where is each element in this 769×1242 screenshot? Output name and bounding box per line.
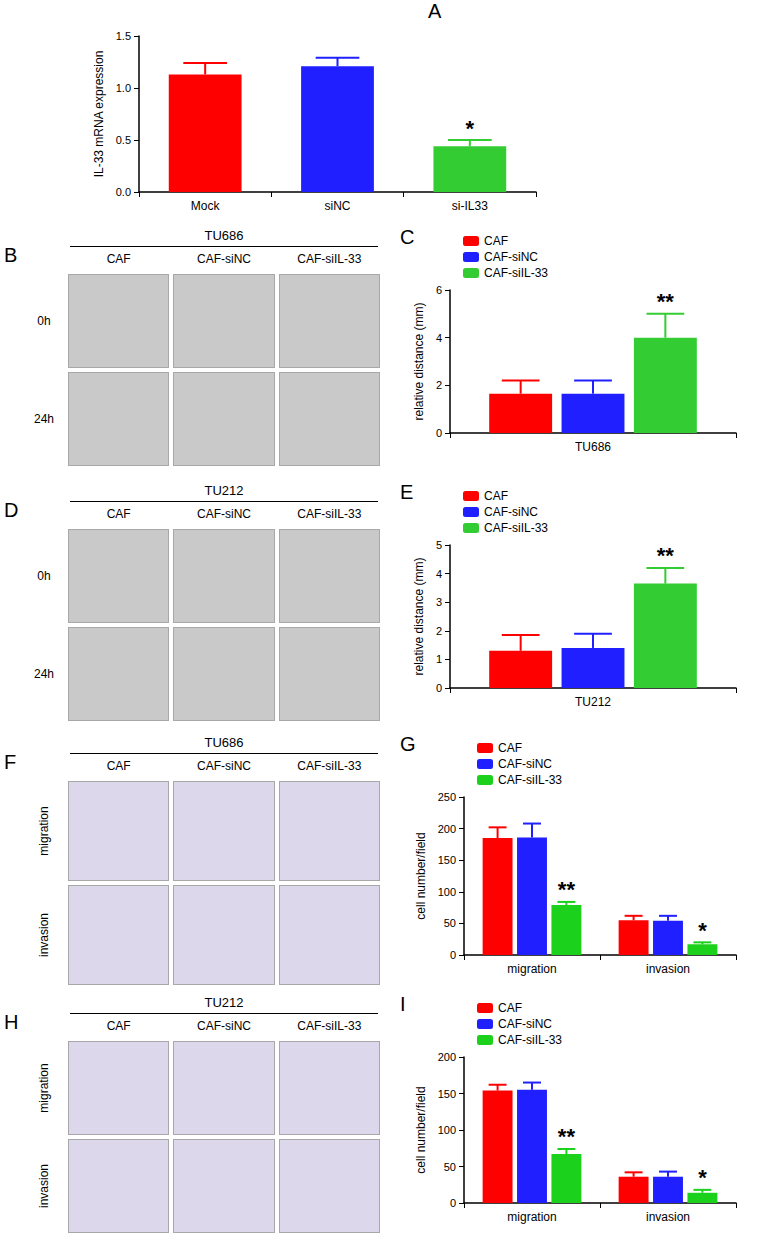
svg-text:1.5: 1.5 [116, 30, 131, 42]
svg-text:CAF-siIL-33: CAF-siIL-33 [484, 266, 548, 280]
html-text:TU686: TU686 [204, 735, 244, 750]
svg-text:0.5: 0.5 [116, 134, 131, 146]
html-text:CAF-siNC: CAF-siNC [197, 252, 251, 266]
svg-text:50: 50 [444, 1161, 456, 1173]
html-text:CAF-siIL-33: CAF-siIL-33 [297, 507, 362, 521]
html-text:CAF-siNC: CAF-siNC [197, 759, 251, 773]
html-text:A: A [428, 0, 442, 22]
svg-text:siNC: siNC [325, 199, 351, 213]
svg-text:CAF: CAF [484, 234, 508, 248]
html-text:migration: migration [37, 806, 51, 856]
svg-text:CAF: CAF [498, 1001, 522, 1015]
svg-text:CAF: CAF [484, 489, 508, 503]
svg-text:2: 2 [436, 625, 442, 637]
html-text:0h: 0h [37, 314, 51, 328]
svg-text:1: 1 [436, 653, 442, 665]
svg-text:migration: migration [507, 962, 556, 976]
svg-text:CAF: CAF [498, 741, 522, 755]
svg-text:migration: migration [507, 1210, 556, 1224]
svg-text:CAF-siNC: CAF-siNC [484, 505, 538, 519]
svg-text:CAF-siIL-33: CAF-siIL-33 [498, 1033, 562, 1047]
html-text:CAF: CAF [106, 507, 131, 521]
svg-text:**: ** [657, 289, 675, 314]
html-text:H: H [4, 1011, 19, 1033]
svg-text:2: 2 [436, 379, 442, 391]
svg-text:CAF-siNC: CAF-siNC [484, 250, 538, 264]
html-text:E: E [400, 481, 414, 503]
svg-text:3: 3 [436, 596, 442, 608]
svg-text:150: 150 [438, 854, 456, 866]
svg-text:*: * [466, 116, 475, 141]
html-text:G: G [400, 733, 416, 755]
html-text:B: B [4, 244, 18, 266]
html-text:C: C [400, 226, 415, 248]
svg-text:**: ** [558, 1124, 576, 1149]
svg-text:CAF-siNC: CAF-siNC [498, 757, 552, 771]
svg-text:CAF-siNC: CAF-siNC [498, 1017, 552, 1031]
html-text:0h: 0h [37, 569, 51, 583]
svg-text:1.0: 1.0 [116, 82, 131, 94]
svg-text:0: 0 [436, 682, 442, 694]
html-text:CAF: CAF [106, 252, 131, 266]
html-text:CAF-siIL-33: CAF-siIL-33 [297, 759, 362, 773]
html-text:F: F [4, 751, 17, 773]
svg-text:CAF-siIL-33: CAF-siIL-33 [484, 521, 548, 535]
svg-text:200: 200 [438, 823, 456, 835]
html-text:CAF-siIL-33: CAF-siIL-33 [297, 1019, 362, 1033]
svg-text:relative distance (mm): relative distance (mm) [412, 557, 426, 675]
svg-text:**: ** [657, 543, 675, 568]
html-text:CAF-siNC: CAF-siNC [197, 1019, 251, 1033]
svg-text:0.0: 0.0 [116, 186, 131, 198]
html-text:24h: 24h [34, 667, 54, 681]
html-text:CAF-siNC: CAF-siNC [197, 507, 251, 521]
svg-text:si-IL33: si-IL33 [452, 199, 488, 213]
html-text:migration: migration [37, 1063, 51, 1113]
svg-text:100: 100 [438, 886, 456, 898]
html-text:invasion: invasion [37, 1164, 51, 1208]
html-text:CAF: CAF [106, 1019, 131, 1033]
html-text:TU212: TU212 [204, 483, 244, 498]
svg-text:*: * [698, 1165, 707, 1190]
html-text:TU212: TU212 [204, 995, 244, 1010]
svg-text:cell number/field: cell number/field [414, 1086, 428, 1173]
svg-text:invasion: invasion [646, 962, 690, 976]
html-text:invasion: invasion [37, 913, 51, 957]
svg-text:4: 4 [436, 332, 442, 344]
svg-text:Mock: Mock [191, 199, 221, 213]
svg-text:5: 5 [436, 539, 442, 551]
svg-text:6: 6 [436, 284, 442, 296]
html-text:24h: 24h [34, 412, 54, 426]
html-text:D: D [4, 499, 19, 521]
svg-text:50: 50 [444, 917, 456, 929]
svg-text:relative distance (mm): relative distance (mm) [412, 302, 426, 420]
html-text:CAF-siIL-33: CAF-siIL-33 [297, 252, 362, 266]
svg-text:4: 4 [436, 568, 442, 580]
svg-text:200: 200 [438, 1051, 456, 1063]
html-text:I: I [400, 993, 406, 1015]
svg-text:0: 0 [450, 1197, 456, 1209]
svg-text:TU686: TU686 [575, 440, 611, 454]
svg-text:100: 100 [438, 1124, 456, 1136]
svg-text:0: 0 [436, 427, 442, 439]
svg-text:TU212: TU212 [575, 695, 611, 709]
svg-text:250: 250 [438, 791, 456, 803]
html-text:TU686: TU686 [204, 228, 244, 243]
svg-text:IL-33 mRNA expression: IL-33 mRNA expression [92, 51, 106, 178]
svg-text:0: 0 [450, 949, 456, 961]
svg-text:**: ** [558, 877, 576, 902]
svg-text:cell number/field: cell number/field [414, 832, 428, 919]
html-text:CAF: CAF [106, 759, 131, 773]
svg-text:invasion: invasion [646, 1210, 690, 1224]
svg-text:*: * [698, 918, 707, 943]
svg-text:CAF-siIL-33: CAF-siIL-33 [498, 773, 562, 787]
svg-text:150: 150 [438, 1088, 456, 1100]
